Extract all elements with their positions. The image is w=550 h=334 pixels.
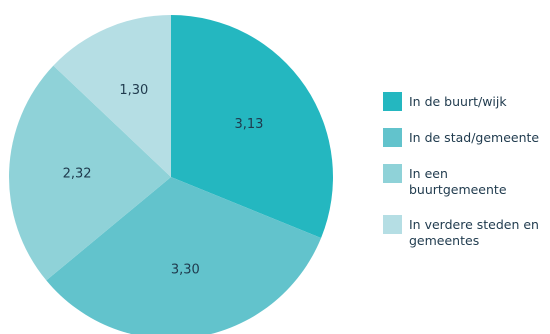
pie-slice-verdere-steden (53, 15, 171, 177)
chart-legend: In de buurt/wijk In de stad/gemeente In … (383, 92, 548, 266)
data-label-buurtgemeente: 2,32 (63, 166, 92, 181)
legend-item-buurtgemeente: In een buurtgemeente (383, 164, 548, 198)
legend-label-buurt-wijk: In de buurt/wijk (409, 94, 507, 109)
legend-swatch-verdere-steden (383, 215, 402, 234)
legend-swatch-buurtgemeente (383, 164, 402, 183)
pie-data-labels: 3,13 3,30 2,32 1,30 (63, 83, 264, 277)
pie-slice-stad-gemeente (46, 177, 322, 334)
pie-slice-buurt-wijk (171, 15, 333, 238)
legend-swatch-buurt-wijk (383, 92, 402, 111)
legend-label-stad-gemeente: In de stad/gemeente (409, 130, 540, 145)
legend-label-buurtgemeente: In een buurtgemeente (409, 166, 507, 197)
data-label-stad-gemeente: 3,30 (171, 262, 200, 277)
legend-label-verdere-steden: In verdere steden en gemeentes (409, 217, 539, 248)
legend-swatch-stad-gemeente (383, 128, 402, 147)
pie-slices (9, 15, 333, 334)
legend-item-buurt-wijk: In de buurt/wijk (383, 92, 548, 111)
pie-slice-buurtgemeente (9, 65, 171, 281)
data-label-verdere-steden: 1,30 (119, 83, 148, 98)
data-label-buurt-wijk: 3,13 (234, 117, 263, 132)
legend-item-verdere-steden: In verdere steden en gemeentes (383, 215, 548, 249)
legend-item-stad-gemeente: In de stad/gemeente (383, 128, 548, 147)
